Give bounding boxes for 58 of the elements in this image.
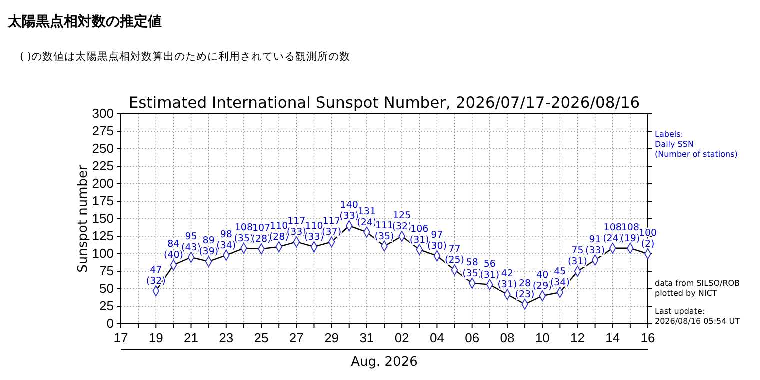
data-label: 89 (39) xyxy=(199,236,219,258)
x-tick-label: 25 xyxy=(254,330,269,346)
x-tick-label: 08 xyxy=(500,330,515,346)
data-label: 75 (31) xyxy=(568,246,588,268)
data-label: 77 (25) xyxy=(445,244,465,266)
x-tick-label: 27 xyxy=(289,330,304,346)
y-tick-label: 200 xyxy=(92,176,114,192)
data-label: 125 (32) xyxy=(392,210,412,232)
data-label: 97 (30) xyxy=(427,230,447,252)
data-label: 84 (40) xyxy=(164,239,184,262)
data-label: 91 (33) xyxy=(586,234,606,256)
data-label: 140 (33) xyxy=(340,200,360,222)
data-label: 98 (34) xyxy=(216,229,236,252)
text: 太陽黒点相対数の推定値 xyxy=(7,13,162,30)
y-tick-label: 25 xyxy=(100,298,114,314)
text: ( )の数値は太陽黒点相対数算出のために利用されている観測所の数 xyxy=(20,50,351,63)
y-tick-label: 175 xyxy=(92,194,114,209)
y-tick-label: 125 xyxy=(92,228,114,244)
text: data from SILSO/ROB plotted by NICT xyxy=(655,279,740,298)
chart-title: Estimated International Sunspot Number, 2026/07/17-2026/08/16 xyxy=(128,94,640,112)
y-tick-label: 275 xyxy=(92,124,114,139)
data-label: 117 (33) xyxy=(286,216,306,238)
data-label: 42 (31) xyxy=(498,268,518,291)
x-tick-label: 21 xyxy=(184,330,198,346)
data-label: 117 (37) xyxy=(322,216,342,238)
x-tick-label: 14 xyxy=(606,330,620,346)
x-tick-label: 12 xyxy=(570,330,585,346)
x-tick-label: 06 xyxy=(465,330,480,346)
data-label: 110 (28) xyxy=(269,221,289,243)
y-tick-label: 150 xyxy=(92,211,114,226)
y-tick-label: 100 xyxy=(92,246,114,262)
y-tick-label: 0 xyxy=(106,316,114,332)
y-tick-label: 75 xyxy=(100,264,114,279)
data-label: 131 (24) xyxy=(357,206,377,228)
data-label: 108 (19) xyxy=(620,222,640,244)
x-tick-label: 17 xyxy=(114,330,128,346)
x-tick-label: 31 xyxy=(360,330,374,346)
x-tick-label: 04 xyxy=(430,330,444,346)
y-tick-label: 225 xyxy=(92,158,114,174)
x-tick-label: 19 xyxy=(148,330,164,346)
x-axis-title: Aug. 2026 xyxy=(351,355,418,370)
data-label: 110 (33) xyxy=(304,221,324,243)
x-tick-label: 10 xyxy=(535,330,550,346)
x-tick-label: 23 xyxy=(219,330,234,346)
data-label: 28 (23) xyxy=(515,278,535,300)
data-label: 106 (31) xyxy=(410,224,430,246)
x-tick-label: 02 xyxy=(394,330,410,346)
data-label: 56 (31) xyxy=(480,258,500,281)
x-tick-label: 29 xyxy=(324,330,340,346)
data-label: 95 (43) xyxy=(182,232,202,254)
data-label: 111 (35) xyxy=(374,220,394,242)
y-tick-label: 250 xyxy=(92,141,114,156)
y-axis-title: Sunspot number xyxy=(76,164,91,273)
text: Last update: 2026/08/16 05:54 UT xyxy=(655,307,740,326)
y-tick-label: 50 xyxy=(100,281,114,296)
y-tick-label: 300 xyxy=(92,106,114,122)
text: Labels: Daily SSN (Number of stations) xyxy=(655,130,738,159)
x-tick-label: 16 xyxy=(640,330,656,346)
